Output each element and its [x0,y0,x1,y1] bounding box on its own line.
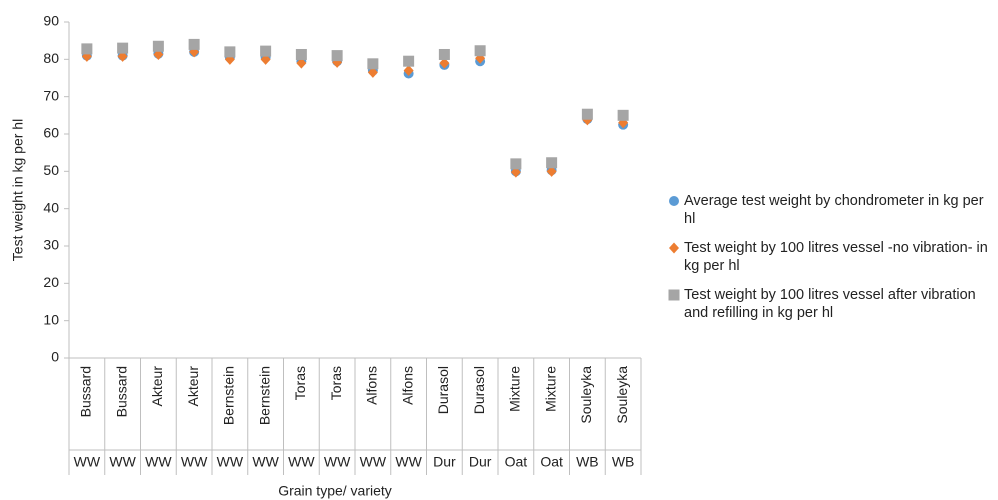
data-point [438,48,450,60]
data-point [331,50,343,62]
x-group-label: WW [252,454,279,470]
legend-item: Test weight by 100 litres vessel after v… [668,286,998,322]
legend-item: Test weight by 100 litres vessel -no vib… [668,239,998,275]
x-group-label: WW [324,454,351,470]
legend-symbol [668,289,680,301]
x-tick-label: Mixture [542,366,558,412]
data-point [188,38,200,50]
y-tick-label: 0 [51,349,59,365]
data-point [546,157,558,169]
data-point [367,58,379,70]
data-point [474,45,486,57]
x-tick-label: Souleyka [578,366,594,424]
data-point [152,40,164,52]
legend-symbol [669,196,679,206]
y-axis-title: Test weight in kg per hl [10,119,26,261]
x-group-label: WW [74,454,101,470]
data-point [117,42,129,54]
x-group-label: Dur [469,454,492,470]
x-tick-label: Souleyka [614,366,630,424]
x-tick-label: Durasol [435,366,451,414]
data-point [403,55,415,67]
x-group-label: WW [145,454,172,470]
x-tick-label: Bussard [78,366,94,417]
x-tick-label: Alfons [364,366,380,405]
x-group-label: Dur [433,454,456,470]
x-tick-label: Toras [292,366,308,400]
x-tick-label: Alfons [399,366,415,405]
y-tick-label: 40 [43,199,59,215]
legend-item: Average test weight by chondrometer in k… [668,192,998,228]
x-group-label: Oat [505,454,528,470]
data-point [439,57,450,69]
x-group-label: WB [612,454,635,470]
x-group-label: WW [217,454,244,470]
legend-label: Test weight by 100 litres vessel after v… [684,287,976,321]
legend: Average test weight by chondrometer in k… [668,192,998,333]
data-point [367,66,378,78]
x-tick-label: Bernstein [221,366,237,425]
x-tick-label: Bussard [113,366,129,417]
y-tick-label: 80 [43,50,59,66]
x-tick-label: Toras [328,366,344,400]
x-tick-label: Mixture [507,366,523,412]
x-group-label: WW [395,454,422,470]
x-group-label: WW [181,454,208,470]
x-tick-label: Akteur [185,366,201,407]
data-point [81,43,93,55]
data-point [546,165,557,177]
y-tick-label: 20 [43,274,59,290]
data-point [224,46,236,58]
data-point [260,45,272,57]
x-group-label: WW [109,454,136,470]
x-group-label: Oat [540,454,563,470]
y-tick-label: 30 [43,237,59,253]
data-point [617,109,629,121]
data-point [296,57,307,69]
x-group-label: WW [360,454,387,470]
data-point [581,108,593,120]
legend-marker [669,242,679,254]
data-point [403,65,414,77]
x-group-label: WW [288,454,315,470]
legend-marker [668,289,680,301]
x-axis-title: Grain type/ variety [278,483,392,499]
y-tick-label: 90 [43,13,59,29]
y-tick-label: 10 [43,311,59,327]
x-group-label: WB [576,454,599,470]
y-tick-label: 60 [43,125,59,141]
x-tick-label: Bernstein [256,366,272,425]
legend-marker [669,196,679,206]
y-tick-label: 70 [43,87,59,103]
x-tick-label: Durasol [471,366,487,414]
data-point [510,158,522,170]
y-tick-label: 50 [43,162,59,178]
legend-label: Test weight by 100 litres vessel -no vib… [684,240,988,274]
legend-symbol [669,242,679,254]
data-point [295,48,307,60]
legend-label: Average test weight by chondrometer in k… [684,193,984,227]
x-tick-label: Akteur [149,366,165,407]
